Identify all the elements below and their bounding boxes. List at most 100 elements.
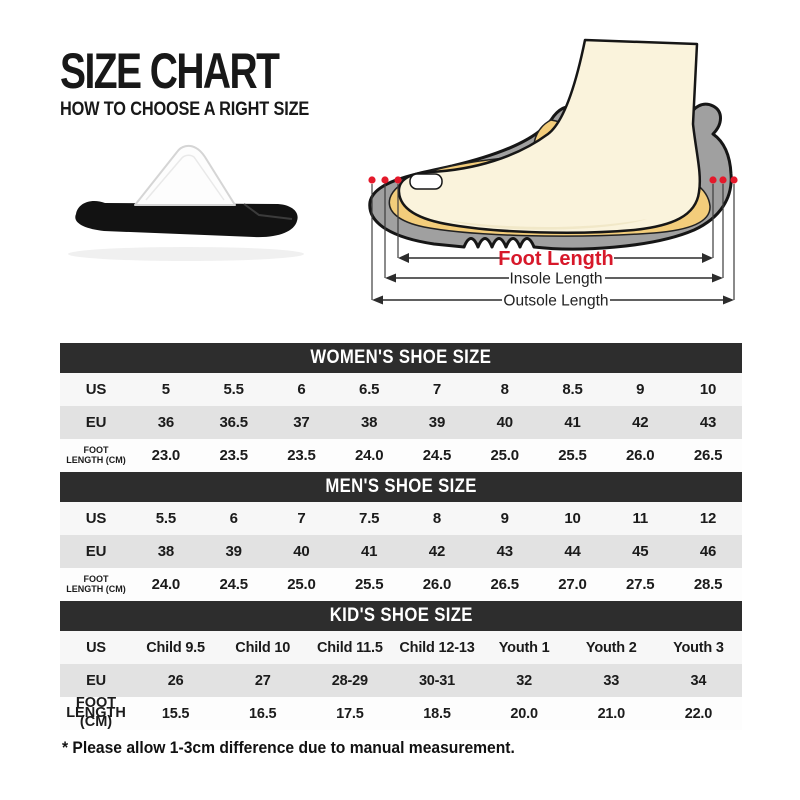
size-cell: 27.5 <box>626 576 655 593</box>
foot-shading <box>447 219 647 230</box>
page-title: SIZE CHART <box>60 43 280 99</box>
size-table-kids: KID'S SHOE SIZE US Child 9.5 Child 10 Child … <box>60 601 742 730</box>
size-cell: 6 <box>229 510 238 527</box>
foot-diagram-svg: Foot Length Insole Length Outsole Length <box>368 38 738 310</box>
size-cell: 38 <box>361 414 378 431</box>
size-cell: 8.5 <box>562 381 583 398</box>
sandal-shadow <box>68 247 304 261</box>
strap-stitch-line <box>145 154 225 201</box>
insole-length-label: Insole Length <box>509 271 602 288</box>
size-cell: Child 10 <box>235 639 291 656</box>
size-cell: Child 12-13 <box>399 639 475 656</box>
size-cell: 5 <box>161 381 170 398</box>
size-cell: 42 <box>428 543 446 560</box>
size-cell: 32 <box>516 672 532 689</box>
size-cell: 26 <box>167 672 184 689</box>
size-cell: Child 11.5 <box>317 639 383 656</box>
row-label-cell: US <box>85 510 107 527</box>
size-table: US 5.5 6 7 7.5 8 9 10 11 12 EU 38 39 40 41 42 43 44 45 46 FO… <box>60 502 742 601</box>
size-cell: 15.5 <box>161 705 190 722</box>
size-cell: 41 <box>361 543 378 560</box>
size-cell: 23.0 <box>151 447 181 464</box>
size-cell: 24.5 <box>219 576 248 593</box>
size-cell: 9 <box>500 510 509 527</box>
size-cell: 9 <box>636 381 645 398</box>
size-cell: 6.5 <box>359 381 380 398</box>
size-cell: 10 <box>564 510 581 527</box>
size-cell: 22.0 <box>684 705 713 722</box>
size-cell: 26.0 <box>626 447 655 464</box>
row-label-cell: FOOT LENGTH (CM) <box>66 445 126 465</box>
row-label-cell: US <box>85 381 107 398</box>
row-label-cell: EU <box>85 543 107 560</box>
measurement-guide-lines <box>371 184 735 300</box>
table-row: EU 38 39 40 41 42 43 44 45 46 <box>60 535 742 568</box>
table-row: FOOT LENGTH (CM) 15.5 16.5 17.5 18.5 20.0 21.0 2… <box>60 696 742 730</box>
size-cell: 6 <box>297 381 306 398</box>
size-cell: Child 9.5 <box>146 639 205 656</box>
size-cell: 10 <box>699 381 717 398</box>
row-label-cell: FOOT LENGTH (CM) <box>66 574 126 594</box>
size-cell: 34 <box>690 672 707 689</box>
size-table-mens: MEN'S SHOE SIZE US 5.5 6 7 7.5 8 9 10 11 12 EU 38 39 4… <box>60 472 742 601</box>
arrow-right-icon <box>723 295 734 305</box>
page-subtitle: HOW TO CHOOSE A RIGHT SIZE <box>60 99 310 120</box>
table-row: US Child 9.5 Child 10 Child 11.5 Child 12-13… <box>60 631 742 664</box>
size-cell: 46 <box>699 543 717 560</box>
table-row: EU 36 36.5 37 38 39 40 41 42 43 <box>60 406 742 439</box>
size-cell: 28-29 <box>331 672 368 689</box>
size-cell: 27 <box>254 672 271 689</box>
size-cell: 16.5 <box>249 705 277 722</box>
size-table-womens: WOMEN'S SHOE SIZE US 5 5.5 6 6.5 7 8 8.5 9 10 EU 36 3… <box>60 343 742 472</box>
size-cell: 41 <box>564 414 581 431</box>
title-block: SIZE CHART HOW TO CHOOSE A RIGHT SIZE <box>60 46 350 121</box>
arrow-right-icon <box>712 273 723 283</box>
sandal-illustration <box>68 144 304 261</box>
slide-sandal-image <box>38 142 323 277</box>
size-cell: 7.5 <box>359 510 380 527</box>
arrow-left-icon <box>372 295 383 305</box>
size-cell: 43 <box>496 543 513 560</box>
size-cell: 45 <box>632 543 649 560</box>
size-cell: 33 <box>603 672 620 689</box>
table-title-bar: MEN'S SHOE SIZE <box>60 472 742 502</box>
arrow-left-icon <box>385 273 396 283</box>
table-row: US 5 5.5 6 6.5 7 8 8.5 9 10 <box>60 373 742 406</box>
size-cell: Youth 2 <box>585 639 637 656</box>
size-tables: WOMEN'S SHOE SIZE US 5 5.5 6 6.5 7 8 8.5 9 10 EU 36 3… <box>60 343 742 730</box>
table-row: FOOT LENGTH (CM) 23.0 23.5 23.5 24.0 24.5 25.0 2… <box>60 439 742 472</box>
measurement-point-dots <box>368 176 738 184</box>
size-cell: 40 <box>496 414 513 431</box>
size-cell: 23.5 <box>219 447 248 464</box>
row-label-cell: EU <box>85 414 107 431</box>
sandal-strap <box>134 144 236 206</box>
sole-notch-line <box>243 203 293 220</box>
table-row: FOOT LENGTH (CM) 24.0 24.5 25.0 25.5 26.0 26.5 2… <box>60 568 742 601</box>
table-title: WOMEN'S SHOE SIZE <box>310 347 492 368</box>
foot-length-label: Foot Length <box>498 248 614 270</box>
table-title: MEN'S SHOE SIZE <box>325 476 477 497</box>
outsole-length-label: Outsole Length <box>503 293 608 310</box>
size-cell: 24.5 <box>422 447 452 464</box>
table-title: KID'S SHOE SIZE <box>329 605 473 626</box>
size-cell: 25.0 <box>287 576 316 593</box>
size-cell: 39 <box>428 414 446 431</box>
size-cell: 7 <box>297 510 306 527</box>
arrow-right-icon <box>702 253 713 263</box>
size-cell: Youth 3 <box>673 639 724 656</box>
size-cell: 17.5 <box>336 705 364 722</box>
sandal-sole <box>75 201 298 238</box>
size-cell: 26.5 <box>490 576 520 593</box>
arrow-left-icon <box>398 253 409 263</box>
size-table: US Child 9.5 Child 10 Child 11.5 Child 12-13… <box>60 631 742 730</box>
size-cell: 25.5 <box>558 447 587 464</box>
foot-measurement-diagram: Foot Length Insole Length Outsole Length <box>352 22 760 322</box>
size-cell: 20.0 <box>510 705 538 722</box>
table-title-bar: KID'S SHOE SIZE <box>60 601 742 631</box>
row-label-cell: US <box>86 639 106 656</box>
size-cell: 23.5 <box>287 447 316 464</box>
table-row: EU 26 27 28-29 30-31 32 33 34 <box>60 664 742 697</box>
table-title-bar: WOMEN'S SHOE SIZE <box>60 343 742 373</box>
size-cell: 39 <box>225 543 242 560</box>
